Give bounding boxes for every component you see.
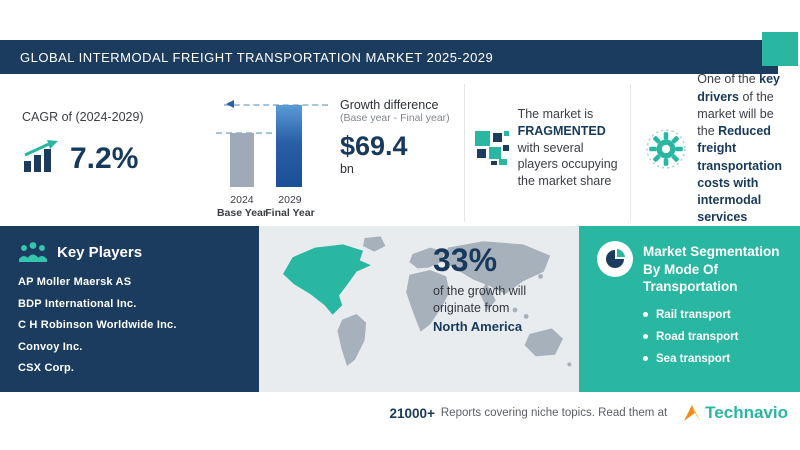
bar-2024 (229, 133, 254, 187)
header-bar: GLOBAL INTERMODAL FREIGHT TRANSPORTATION… (0, 40, 778, 74)
india-shape (479, 282, 496, 310)
base-year-label: Base Year (216, 207, 267, 220)
key-player-item: CSX Corp. (18, 362, 75, 374)
fragmented-text: The market is FRAGMENTED with several pl… (518, 106, 627, 190)
key-player-item: C H Robinson Worldwide Inc. (18, 319, 177, 331)
island-shape (538, 274, 543, 279)
driver-pre: One of the (697, 72, 756, 87)
growth-region-name: North America (433, 318, 523, 334)
growth-region-percent: 33% (433, 242, 498, 278)
bullet-icon (643, 356, 648, 362)
stats-row: CAGR of (2024-2029) 7.2% (0, 72, 800, 224)
base-year: 2024 (230, 193, 254, 206)
bar-2029 (275, 105, 302, 187)
segmentation-item: Rail transport (643, 309, 784, 321)
header-accent-block (762, 32, 798, 66)
driver-mid: of the market will be the (697, 89, 774, 139)
growth-difference-block: Growth difference (Base year - Final yea… (340, 96, 450, 222)
cagr-label: CAGR of (2024-2029) (22, 110, 144, 124)
key-driver-text: One of the key drivers of the market wil… (697, 71, 782, 226)
segmentation-header: Market Segmentation By Mode Of Transport… (597, 241, 784, 296)
page-title: GLOBAL INTERMODAL FREIGHT TRANSPORTATION… (20, 49, 494, 65)
africa-shape (406, 270, 450, 332)
island-shape (567, 362, 572, 367)
fragmented-post: with several players occupying the marke… (517, 140, 618, 189)
greenland-shape (363, 236, 386, 252)
key-players-panel: Key Players AP Moller Maersk AS BDP Inte… (0, 226, 259, 392)
fragmented-section: The market is FRAGMENTED with several pl… (463, 84, 631, 222)
fragmented-highlight: FRAGMENTED (517, 123, 606, 138)
cagr-value-row: 7.2% (22, 140, 208, 174)
cagr-value: 7.2% (70, 142, 139, 175)
reports-count: 21000+ (389, 405, 435, 421)
segmentation-item: Road transport (643, 331, 784, 343)
world-map (283, 236, 572, 367)
growth-difference-label: Growth difference (339, 98, 439, 112)
bar-chart: 2024 Base Year 2029 Final Year (214, 96, 332, 221)
north-america-shape (283, 244, 371, 315)
driver-bold-1: key drivers (697, 72, 780, 104)
segmentation-title: Market Segmentation By Mode Of Transport… (643, 244, 780, 295)
footer: 21000+ Reports covering niche topics. Re… (0, 398, 800, 428)
asia-shape (444, 241, 551, 294)
difference-arrow-icon (225, 100, 234, 108)
header: GLOBAL INTERMODAL FREIGHT TRANSPORTATION… (0, 32, 800, 76)
australia-shape (524, 328, 563, 357)
key-player-item: AP Moller Maersk AS (18, 276, 132, 288)
segmentation-item: Sea transport (643, 353, 784, 365)
pie-chart-icon (597, 241, 633, 277)
growth-region-stat: 33% of the growth will originate from No… (433, 244, 565, 334)
footer-text: Reports covering niche topics. Read them… (440, 407, 668, 419)
fragmented-pre: The market is (517, 106, 594, 121)
people-icon (19, 242, 47, 262)
key-players-title: Key Players (57, 243, 143, 261)
bar-2029-caption: 2029 Final Year (261, 194, 319, 221)
driver-bold-2: Reduced freight transportation costs wit… (697, 124, 783, 225)
island-shape (523, 314, 529, 319)
technavio-logo: Technavio (683, 403, 788, 423)
growth-region-panel: 33% of the growth will originate from No… (259, 226, 579, 392)
middle-panels: Key Players AP Moller Maersk AS BDP Inte… (0, 226, 800, 392)
segmentation-item-label: Road transport (656, 330, 739, 343)
key-driver-section: One of the key drivers of the market wil… (630, 72, 800, 224)
bullet-icon (643, 312, 648, 318)
europe-shape (409, 247, 445, 269)
growth-difference-sublabel: (Base year - Final year) (339, 112, 450, 124)
growth-bars-icon (24, 140, 58, 172)
technavio-wordmark: Technavio (705, 403, 788, 422)
growth-region-description: of the growth will originate from (433, 284, 527, 315)
growth-chart-section: 2024 Base Year 2029 Final Year Growth di… (214, 84, 464, 222)
growth-difference-value: $69.4 (339, 131, 408, 161)
key-players-header: Key Players (18, 240, 243, 264)
pie-chart-glyph (606, 249, 625, 268)
gear-icon (646, 129, 686, 169)
fragmented-mosaic-icon (474, 131, 509, 165)
final-year-label: Final Year (265, 207, 315, 220)
key-player-item: BDP International Inc. (18, 297, 137, 310)
final-year: 2029 (278, 193, 302, 206)
bullet-icon (643, 334, 648, 340)
south-america-shape (337, 314, 367, 366)
key-player-item: Convoy Inc. (18, 340, 83, 353)
technavio-arrow-icon (684, 404, 701, 422)
bar-2024-caption: 2024 Base Year (214, 194, 270, 221)
cagr-section: CAGR of (2024-2029) 7.2% (0, 84, 214, 222)
island-shape (512, 307, 518, 313)
segmentation-item-label: Rail transport (656, 308, 731, 321)
segmentation-item-label: Sea transport (656, 352, 731, 365)
growth-difference-unit: bn (339, 162, 354, 177)
segmentation-panel: Market Segmentation By Mode Of Transport… (579, 226, 800, 392)
